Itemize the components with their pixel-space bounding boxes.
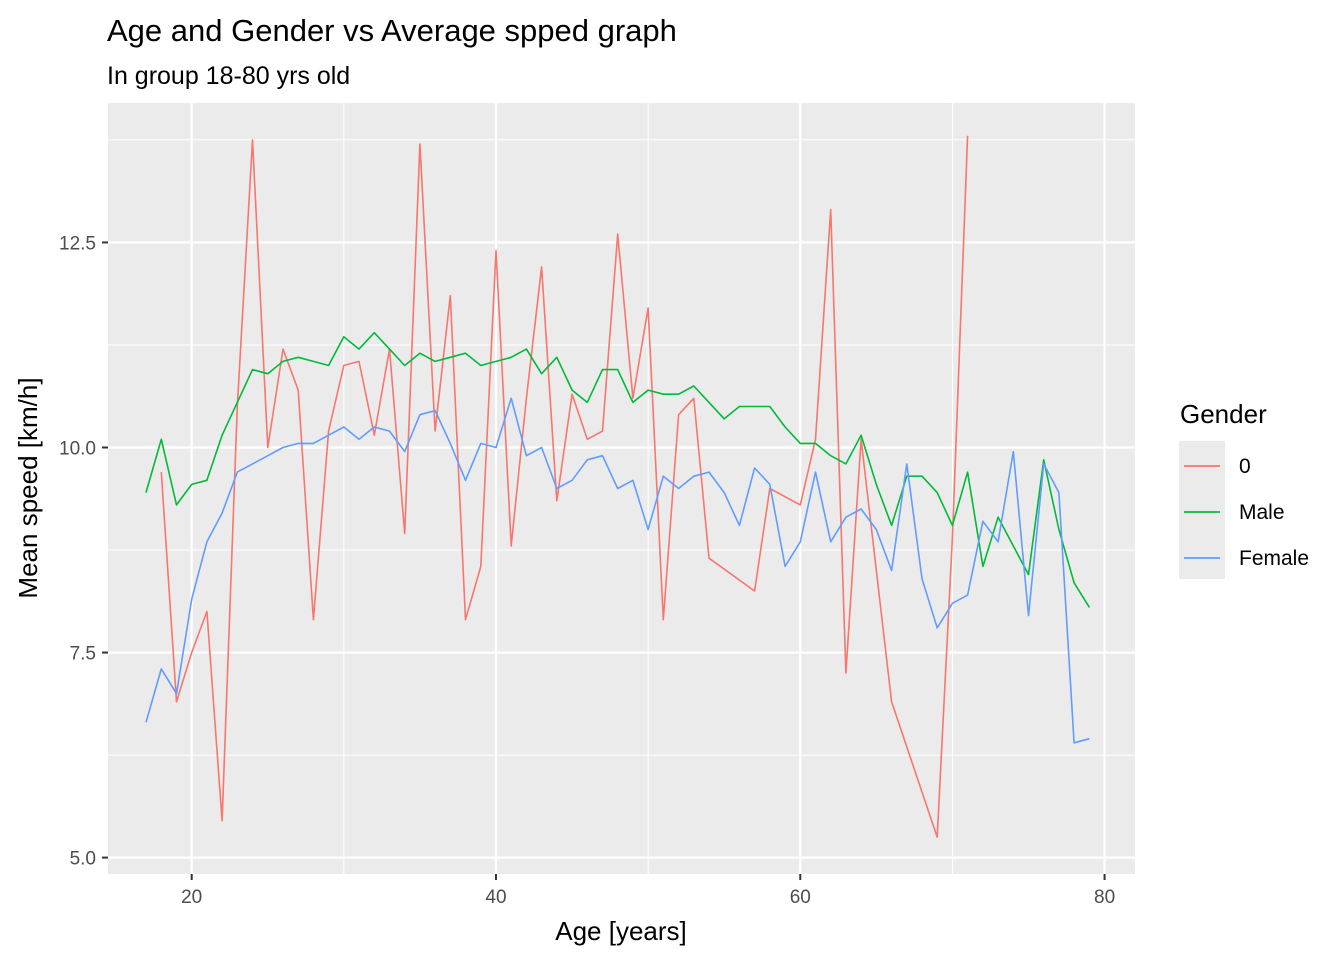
y-axis-title: Mean speed [km/h]: [13, 377, 43, 598]
legend-label-1: Male: [1239, 501, 1285, 524]
legend-key-background: [1179, 441, 1225, 579]
series-line-0: [160, 135, 969, 838]
series-line-1: [145, 331, 1091, 608]
chart-subtitle: In group 18-80 yrs old: [107, 62, 350, 90]
y-tick-label: 12.5: [59, 233, 96, 254]
x-axis: 20 40 60 80: [181, 874, 1115, 908]
series-layer: [145, 135, 1091, 838]
plot-panel: [108, 103, 1135, 874]
x-tick-label: 20: [181, 887, 202, 908]
x-axis-title: Age [years]: [555, 916, 687, 946]
chart-title: Age and Gender vs Average spped graph: [107, 13, 677, 48]
legend: Gender 0 Male Female: [1179, 399, 1309, 579]
x-tick-label: 60: [790, 887, 811, 908]
x-tick-label: 40: [485, 887, 506, 908]
legend-items: 0 Male Female: [1184, 455, 1309, 570]
legend-label-2: Female: [1239, 547, 1309, 570]
x-tick-label: 80: [1094, 887, 1115, 908]
legend-label-0: 0: [1239, 455, 1251, 478]
y-tick-label: 10.0: [59, 438, 96, 459]
grid-minor: [108, 103, 1135, 874]
legend-title: Gender: [1180, 399, 1267, 429]
y-tick-label: 7.5: [70, 644, 96, 665]
y-axis: 5.0 7.5 10.0 12.5: [59, 233, 108, 870]
y-tick-label: 5.0: [70, 849, 96, 870]
series-line-2: [145, 397, 1090, 744]
